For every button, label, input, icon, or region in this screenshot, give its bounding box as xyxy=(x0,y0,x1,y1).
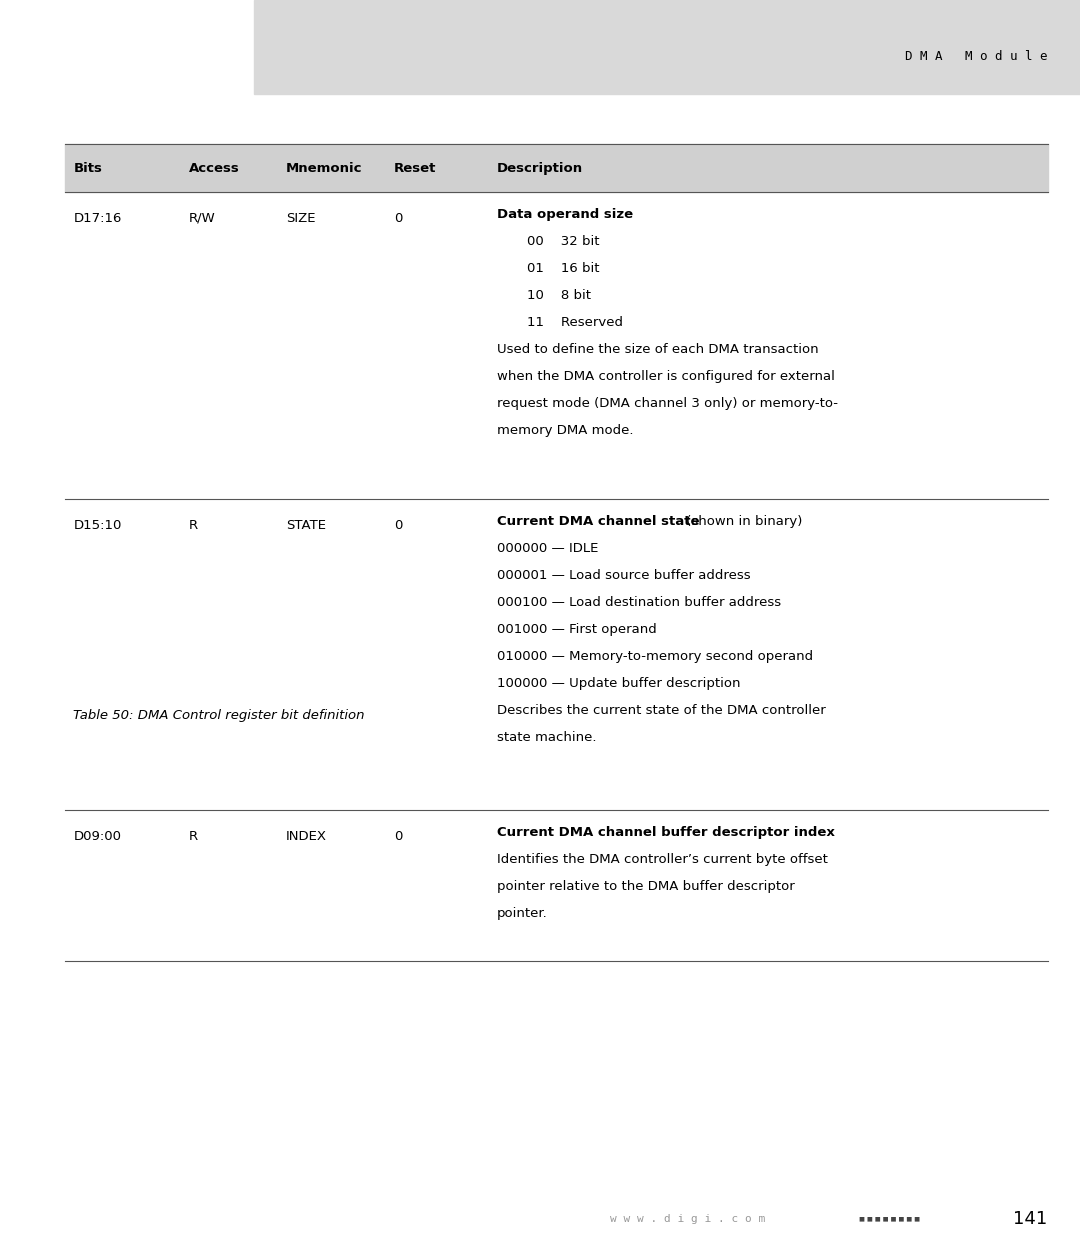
Bar xyxy=(254,0,1080,94)
Text: Identifies the DMA controller’s current byte offset: Identifies the DMA controller’s current … xyxy=(497,854,827,867)
Text: 000001 — Load source buffer address: 000001 — Load source buffer address xyxy=(497,569,751,582)
Text: Current DMA channel buffer descriptor index: Current DMA channel buffer descriptor in… xyxy=(497,826,835,839)
Text: 000000 — IDLE: 000000 — IDLE xyxy=(497,542,598,556)
Text: w w w . d i g i . c o m: w w w . d i g i . c o m xyxy=(610,1214,766,1224)
Text: R/W: R/W xyxy=(189,212,216,224)
Text: pointer.: pointer. xyxy=(497,908,548,920)
Text: D09:00: D09:00 xyxy=(73,830,121,843)
Text: 001000 — First operand: 001000 — First operand xyxy=(497,623,657,636)
Text: R: R xyxy=(189,830,198,843)
Text: 100000 — Update buffer description: 100000 — Update buffer description xyxy=(497,677,740,690)
Text: 0: 0 xyxy=(394,519,403,532)
Text: Reset: Reset xyxy=(394,162,436,174)
Text: D15:10: D15:10 xyxy=(73,519,122,532)
Text: 10    8 bit: 10 8 bit xyxy=(527,288,591,302)
Text: 000100 — Load destination buffer address: 000100 — Load destination buffer address xyxy=(497,596,781,609)
Text: 0: 0 xyxy=(394,830,403,843)
Text: R: R xyxy=(189,519,198,532)
Text: 141: 141 xyxy=(1013,1210,1048,1228)
Text: memory DMA mode.: memory DMA mode. xyxy=(497,424,633,436)
Text: STATE: STATE xyxy=(286,519,326,532)
Text: Access: Access xyxy=(189,162,240,174)
Text: Current DMA channel state: Current DMA channel state xyxy=(497,515,700,528)
Text: SIZE: SIZE xyxy=(286,212,315,224)
Text: when the DMA controller is configured for external: when the DMA controller is configured fo… xyxy=(497,370,835,382)
Text: Mnemonic: Mnemonic xyxy=(286,162,363,174)
Text: 0: 0 xyxy=(394,212,403,224)
Text: state machine.: state machine. xyxy=(497,731,596,744)
Text: Bits: Bits xyxy=(73,162,103,174)
Text: request mode (DMA channel 3 only) or memory-to-: request mode (DMA channel 3 only) or mem… xyxy=(497,396,838,410)
Text: INDEX: INDEX xyxy=(286,830,327,843)
Text: 01    16 bit: 01 16 bit xyxy=(527,262,599,275)
Text: 11    Reserved: 11 Reserved xyxy=(527,316,623,329)
Text: D M A   M o d u l e: D M A M o d u l e xyxy=(905,50,1048,63)
Text: (shown in binary): (shown in binary) xyxy=(681,515,802,528)
Text: 010000 — Memory-to-memory second operand: 010000 — Memory-to-memory second operand xyxy=(497,650,813,663)
Text: ■ ■ ■ ■ ■ ■ ■ ■: ■ ■ ■ ■ ■ ■ ■ ■ xyxy=(859,1216,919,1221)
Text: 00    32 bit: 00 32 bit xyxy=(527,236,599,248)
Text: Describes the current state of the DMA controller: Describes the current state of the DMA c… xyxy=(497,705,825,717)
Bar xyxy=(65,144,1048,192)
Text: Table 50: DMA Control register bit definition: Table 50: DMA Control register bit defin… xyxy=(73,709,365,721)
Text: D17:16: D17:16 xyxy=(73,212,122,224)
Text: Used to define the size of each DMA transaction: Used to define the size of each DMA tran… xyxy=(497,342,819,356)
Text: Description: Description xyxy=(497,162,583,174)
Text: Data operand size: Data operand size xyxy=(497,208,633,221)
Text: pointer relative to the DMA buffer descriptor: pointer relative to the DMA buffer descr… xyxy=(497,880,795,893)
